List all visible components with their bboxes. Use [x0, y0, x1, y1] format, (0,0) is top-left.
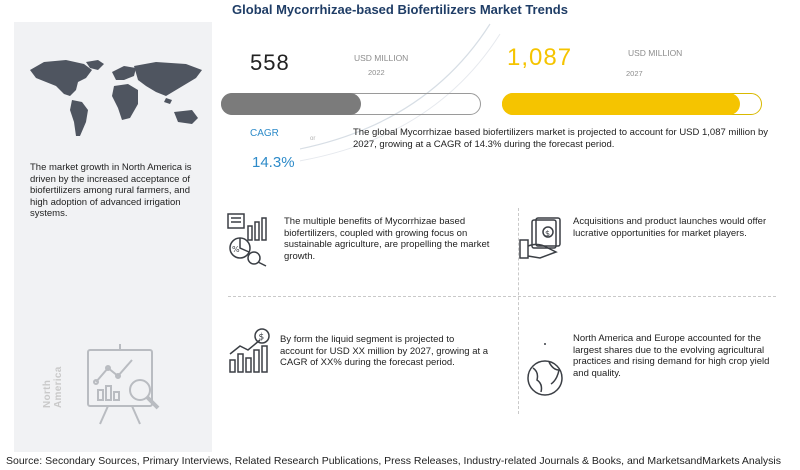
market-value-2027: 1,087 — [507, 44, 573, 71]
page-title: Global Mycorrhizae-based Biofertilizers … — [232, 2, 568, 17]
cagr-mark: or — [310, 136, 316, 142]
year-2022: 2022 — [368, 68, 385, 77]
svg-text:$: $ — [259, 333, 265, 343]
insight-regions: North America and Europe accounted for t… — [573, 333, 770, 379]
growth-arc-decoration — [300, 23, 501, 162]
market-summary-text: The global Mycorrhizae based biofertiliz… — [353, 127, 769, 150]
money-hand-icon: $ — [519, 217, 561, 259]
world-map-icon — [30, 60, 202, 136]
left-summary-text: The market growth in North America is dr… — [30, 162, 192, 219]
unit-2027: USD MILLION — [628, 48, 683, 58]
unit-2022: USD MILLION — [354, 53, 409, 63]
svg-text:%: % — [232, 245, 240, 254]
year-2027: 2027 — [626, 69, 643, 78]
bar-2022-fill — [221, 93, 361, 115]
insight-benefits: The multiple benefits of Mycorrhizae bas… — [284, 216, 490, 262]
cagr-label: CAGR — [250, 128, 279, 139]
svg-text:$: $ — [545, 229, 550, 238]
cagr-value: 14.3% — [252, 154, 295, 171]
horizontal-divider — [228, 296, 776, 297]
insight-liquid-segment: By form the liquid segment is projected … — [280, 334, 489, 368]
presentation-analytics-icon — [87, 344, 160, 425]
source-footer: Source: Secondary Sources, Primary Inter… — [6, 455, 782, 467]
insight-opportunities: Acquisitions and product launches would … — [573, 216, 767, 239]
region-vertical-label: North America — [42, 366, 64, 408]
vertical-divider — [518, 208, 519, 414]
globe-icon — [527, 343, 563, 396]
analytics-report-icon: % — [227, 213, 267, 267]
bar-2027-fill — [502, 93, 740, 115]
growth-chart-icon: $ — [229, 328, 270, 373]
market-value-2022: 558 — [250, 50, 290, 75]
